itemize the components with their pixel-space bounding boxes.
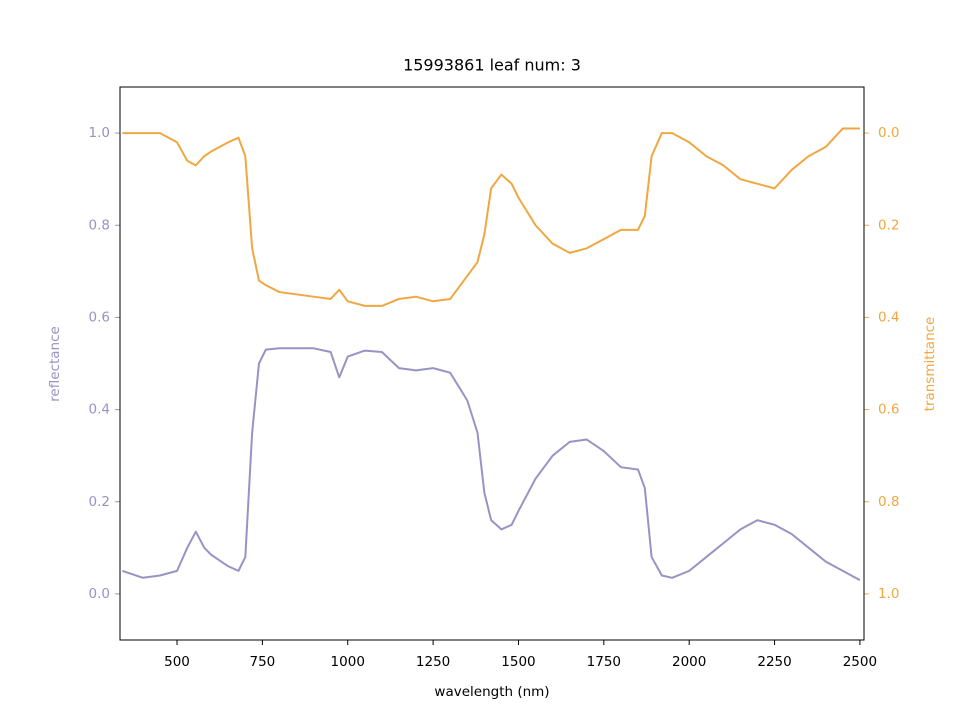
x-tick-label: 1250 <box>416 654 450 670</box>
y-tick-label: 1.0 <box>89 125 110 141</box>
data-line <box>122 347 861 581</box>
plot-frame <box>119 86 865 641</box>
x-tick-label: 750 <box>249 654 275 670</box>
x-tick-label: 1000 <box>331 654 365 670</box>
x-tick-label: 500 <box>164 654 190 670</box>
y2-tick-label: 0.2 <box>878 217 899 233</box>
x-tick-label: 1500 <box>501 654 535 670</box>
y2-tick-label: 0.0 <box>878 125 899 141</box>
x-tick-label: 2500 <box>843 654 877 670</box>
x-axis-label: wavelength (nm) <box>434 684 549 700</box>
y2-tick-label: 0.8 <box>878 494 899 510</box>
y2-tick-label: 1.0 <box>878 586 899 602</box>
y2-tick-label: 0.4 <box>878 309 899 325</box>
y2-axis-label: transmittance <box>922 317 938 412</box>
chart-title: 15993861 leaf num: 3 <box>403 56 581 75</box>
x-tick-label: 2000 <box>672 654 706 670</box>
y-tick-label: 0.0 <box>89 586 110 602</box>
y-tick-label: 0.2 <box>89 494 110 510</box>
y2-tick-label: 0.6 <box>878 402 899 418</box>
data-line <box>122 127 860 307</box>
x-tick-label: 2250 <box>757 654 791 670</box>
y-tick-label: 0.6 <box>89 309 110 325</box>
y-tick-label: 0.8 <box>89 217 110 233</box>
y-axis-label: reflectance <box>47 326 63 402</box>
x-tick-label: 1750 <box>587 654 621 670</box>
y-tick-label: 0.4 <box>89 402 110 418</box>
